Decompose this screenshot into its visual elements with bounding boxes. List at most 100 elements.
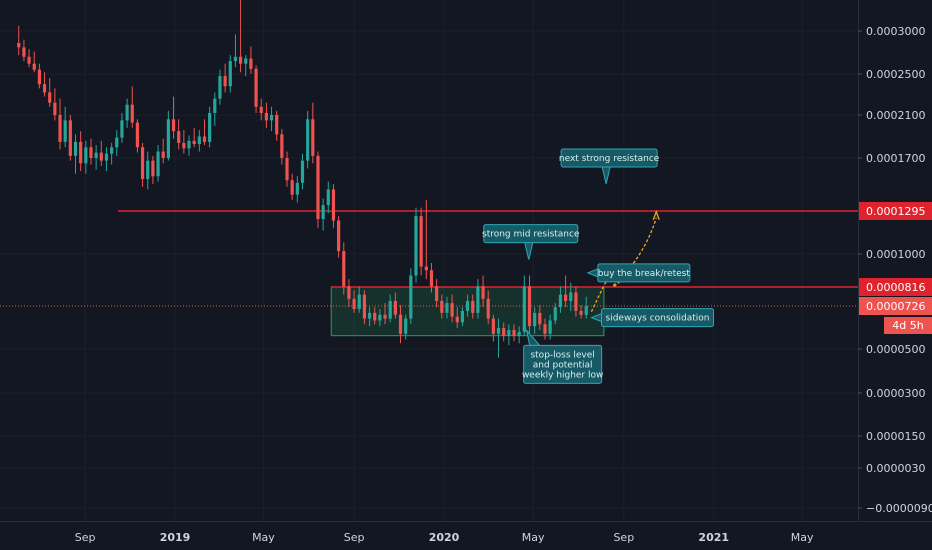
price-badge-label: 0.0001295: [866, 205, 926, 218]
candle-body: [94, 152, 98, 158]
annotation-text: buy the break/retest: [598, 269, 691, 279]
candle-body: [233, 56, 238, 62]
candle: [17, 25, 21, 56]
candle-body: [404, 318, 408, 334]
candle-body: [522, 286, 526, 332]
candle-body: [171, 119, 176, 132]
candle: [440, 294, 444, 319]
price-tick-label: 0.0000030: [866, 462, 926, 475]
candle-body: [471, 300, 475, 313]
time-tick-label: May: [522, 531, 545, 544]
candle: [254, 65, 258, 113]
candle-body: [208, 112, 212, 142]
price-badge: [859, 202, 932, 220]
candle-body: [104, 153, 109, 161]
candle-body: [440, 300, 444, 313]
candle: [465, 294, 470, 317]
candle: [393, 292, 397, 319]
candle: [269, 106, 274, 132]
candle: [290, 173, 294, 200]
annotation-callout: buy the break/retest: [586, 263, 691, 283]
candle-body: [135, 122, 140, 148]
candle: [27, 49, 31, 68]
candle-body: [558, 294, 563, 308]
candle: [37, 63, 41, 89]
candle-body: [79, 141, 83, 164]
candle-body: [228, 61, 232, 87]
time-axis[interactable]: Sep 2019 May Sep 2020 May Sep 2021 May: [75, 531, 814, 544]
candle: [517, 326, 521, 344]
candle-body: [146, 160, 150, 179]
candle: [264, 102, 268, 128]
candle: [326, 181, 330, 214]
candle-body: [388, 300, 392, 319]
candle-body: [445, 303, 449, 313]
callout-box: [483, 224, 579, 244]
candle-body: [321, 205, 325, 220]
countdown-badge: [884, 317, 932, 334]
candle-body: [213, 98, 217, 113]
time-tick-label: 2019: [160, 531, 191, 544]
candle: [130, 86, 134, 128]
candle: [553, 303, 557, 325]
annotation-text: strong mid resistance: [482, 230, 580, 240]
candle: [471, 294, 475, 319]
countdown-label: 4d 5h: [892, 319, 923, 332]
time-tick-label: May: [252, 531, 275, 544]
price-tick-label: 0.0000500: [866, 343, 926, 356]
candle: [476, 279, 480, 319]
price-axis[interactable]: 0.0003000 0.0002500 0.0002100 0.0001700 0.00…: [858, 25, 932, 515]
candle: [419, 207, 423, 276]
time-tick-label: 2021: [698, 531, 729, 544]
candle-body: [161, 151, 165, 158]
candle: [388, 294, 392, 323]
candle-body: [192, 140, 196, 145]
projection-arrowhead: [652, 209, 660, 220]
candle: [218, 69, 222, 105]
candle: [32, 51, 36, 73]
candle-body: [517, 331, 521, 336]
candle: [223, 63, 227, 93]
price-tick-label: 0.0001000: [866, 248, 926, 261]
candle: [151, 155, 155, 185]
candle: [414, 207, 418, 283]
candle-body: [300, 160, 305, 183]
price-tick-label: −0.0000090: [866, 502, 932, 515]
candle: [233, 34, 238, 68]
candle: [228, 55, 232, 93]
annotation-text: and potential: [533, 360, 593, 370]
candle: [280, 128, 284, 165]
candle-body: [331, 189, 336, 221]
candle-body: [32, 63, 36, 70]
candle: [496, 318, 501, 358]
candle-body: [419, 216, 423, 267]
candle: [300, 153, 305, 190]
time-tick-label: 2020: [429, 531, 460, 544]
candle: [373, 307, 377, 325]
price-tick-label: 0.0002500: [866, 68, 926, 81]
candle-body: [455, 316, 459, 323]
candle-body: [429, 270, 434, 287]
candle-body: [223, 76, 227, 87]
candle-body: [538, 312, 542, 325]
projection-path-layer: [590, 209, 660, 312]
price-tick-label: 0.0002100: [866, 109, 926, 122]
candle: [543, 318, 547, 340]
candle-body: [352, 298, 356, 310]
candle-body: [311, 119, 315, 156]
candle: [120, 112, 124, 143]
candle: [238, 0, 243, 73]
candle: [522, 275, 526, 336]
candle: [445, 296, 449, 319]
candle-body: [357, 294, 361, 310]
candle-body: [543, 324, 547, 334]
candle-body: [337, 220, 341, 252]
candle: [481, 275, 485, 308]
candle-body: [564, 294, 568, 301]
time-tick-label: Sep: [75, 531, 96, 544]
candle-body: [295, 182, 299, 195]
candle: [58, 98, 62, 150]
